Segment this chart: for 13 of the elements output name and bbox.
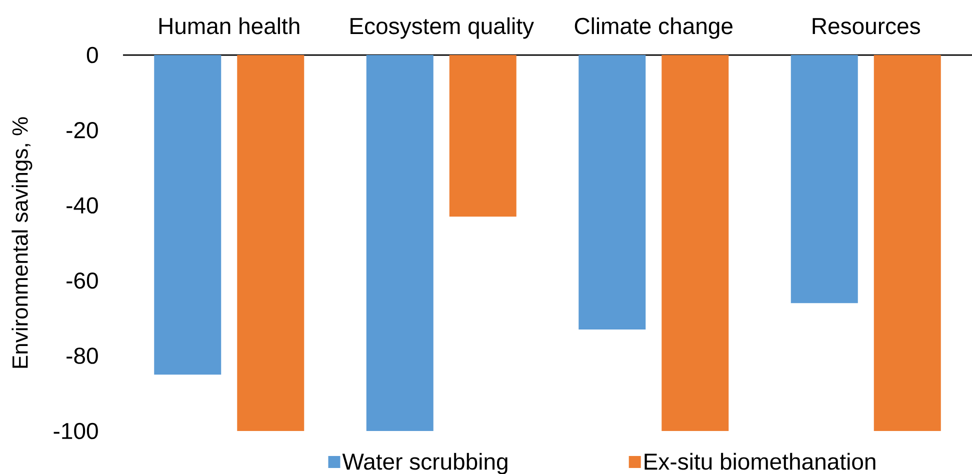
y-tick-label: -60 [66, 272, 98, 289]
y-tick-label: -80 [66, 348, 98, 364]
x-tick-label: Ecosystem quality [350, 17, 534, 39]
y-tick-label: -40 [66, 197, 98, 214]
legend-label: Water scrubbing [342, 452, 508, 474]
y-tick-label: 0 [86, 46, 98, 64]
y-axis-title: Environmental savings, % [12, 117, 32, 368]
x-tick-label: Human health [159, 17, 300, 34]
y-tick-label: -100 [54, 422, 98, 440]
y-tick-label: -20 [66, 122, 98, 138]
x-tick-label: Resources [812, 18, 920, 34]
x-tick-label: Climate change [574, 17, 732, 39]
legend-label: Ex-situ biomethanation [644, 452, 876, 470]
